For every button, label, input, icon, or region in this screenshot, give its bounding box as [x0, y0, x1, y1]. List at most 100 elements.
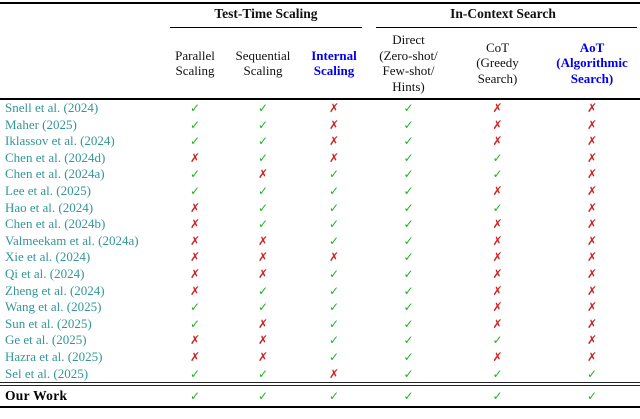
column-header-3: Direct (Zero-shot/ Few-shot/ Hints): [379, 32, 438, 94]
check-icon: ✓: [257, 217, 269, 232]
check-icon: ✓: [257, 300, 269, 315]
check-icon: ✓: [586, 389, 598, 404]
check-icon: ✓: [403, 389, 414, 404]
citation-link[interactable]: Ge et al. (2025): [5, 332, 87, 348]
check-cell: ✓: [366, 316, 451, 333]
check-icon: ✓: [492, 150, 503, 165]
cross-icon: ✗: [586, 333, 598, 348]
citation-link[interactable]: Hazra et al. (2025): [5, 348, 103, 364]
cross-cell: ✗: [224, 233, 302, 250]
citation-link[interactable]: Chen et al. (2024b): [5, 216, 106, 232]
check-cell: ✓: [366, 133, 451, 150]
citation-link[interactable]: Lee et al. (2025): [5, 182, 91, 198]
cross-icon: ✗: [586, 349, 598, 364]
cross-cell: ✗: [224, 166, 302, 183]
check-icon: ✓: [492, 200, 503, 215]
cross-icon: ✗: [328, 250, 340, 265]
cross-cell: ✗: [302, 117, 366, 134]
citation-link[interactable]: Xie et al. (2024): [5, 249, 91, 265]
check-cell: ✓: [166, 316, 224, 333]
our-work-section: Our Work ✓ ✓ ✓ ✓ ✓ ✓: [0, 386, 640, 406]
check-cell: ✓: [302, 183, 366, 200]
table-row: Xie et al. (2024) ✗ ✗ ✗ ✓ ✗ ✗: [0, 249, 640, 266]
cross-icon: ✗: [586, 200, 598, 215]
table-row: Maher (2025) ✓ ✓ ✗ ✓ ✗ ✗: [0, 117, 640, 134]
check-cell: ✓: [224, 150, 302, 167]
cross-cell: ✗: [451, 216, 544, 233]
cross-cell: ✗: [544, 216, 640, 233]
check-icon: ✓: [257, 101, 269, 115]
check-icon: ✓: [328, 283, 340, 298]
check-icon: ✓: [403, 183, 414, 198]
check-cell: ✓: [366, 117, 451, 134]
column-header-0: Parallel Scaling: [175, 47, 215, 79]
citation-link[interactable]: Sun et al. (2025): [5, 315, 92, 331]
group-header-test-time-scaling: Test-Time Scaling: [166, 4, 366, 28]
table-row: Ge et al. (2025) ✗ ✗ ✓ ✓ ✓ ✗: [0, 332, 640, 349]
cross-cell: ✗: [544, 283, 640, 300]
citation-link[interactable]: Valmeekam et al. (2024a): [5, 232, 139, 248]
cross-cell: ✗: [451, 349, 544, 366]
cross-icon: ✗: [189, 217, 201, 232]
check-cell: ✓: [451, 166, 544, 183]
cross-cell: ✗: [451, 133, 544, 150]
cross-icon: ✗: [189, 250, 201, 265]
double-rule: [0, 382, 640, 387]
check-cell: ✓: [366, 249, 451, 266]
check-icon: ✓: [257, 389, 269, 404]
column-header-5: AoT (Algorithmic Search): [556, 39, 628, 86]
column-header-2: Internal Scaling: [311, 47, 357, 79]
check-cell: ✓: [302, 233, 366, 250]
citation-link[interactable]: Chen et al. (2024a): [5, 166, 105, 182]
table-row: Qi et al. (2024) ✗ ✗ ✓ ✓ ✗ ✗: [0, 266, 640, 283]
check-icon: ✓: [189, 300, 201, 315]
citation-link[interactable]: Sel et al. (2025): [5, 365, 89, 381]
cross-cell: ✗: [544, 133, 640, 150]
check-icon: ✓: [328, 316, 340, 331]
check-cell: ✓: [451, 150, 544, 167]
check-icon: ✓: [403, 300, 414, 315]
check-cell: ✓: [366, 266, 451, 283]
check-cell: ✓: [166, 183, 224, 200]
cross-cell: ✗: [166, 332, 224, 349]
table-row: Hazra et al. (2025) ✗ ✗ ✓ ✓ ✗ ✗: [0, 349, 640, 366]
cross-cell: ✗: [224, 266, 302, 283]
citation-link[interactable]: Maher (2025): [5, 116, 77, 132]
citation-link[interactable]: Chen et al. (2024d): [5, 149, 106, 165]
check-icon: ✓: [328, 266, 340, 281]
header-bottom-rule: [0, 98, 640, 100]
column-header-4: CoT (Greedy Search): [476, 39, 519, 86]
check-icon: ✓: [403, 150, 414, 165]
cross-icon: ✗: [257, 233, 269, 248]
citation-link[interactable]: Qi et al. (2024): [5, 265, 85, 281]
cross-icon: ✗: [586, 183, 598, 198]
check-icon: ✓: [328, 200, 340, 215]
citation-link[interactable]: Snell et al. (2024): [5, 100, 99, 115]
citation-link[interactable]: Zheng et al. (2024): [5, 282, 105, 298]
table-row: Lee et al. (2025) ✓ ✓ ✓ ✓ ✗ ✗: [0, 183, 640, 200]
table-row: Valmeekam et al. (2024a) ✗ ✗ ✓ ✓ ✗ ✗: [0, 233, 640, 250]
citation-link[interactable]: Wang et al. (2025): [5, 299, 102, 315]
cross-icon: ✗: [257, 266, 269, 281]
cross-icon: ✗: [586, 150, 598, 165]
check-icon: ✓: [257, 150, 269, 165]
check-icon: ✓: [403, 366, 414, 381]
cross-cell: ✗: [224, 316, 302, 333]
check-cell: ✓: [544, 386, 640, 406]
check-icon: ✓: [403, 250, 414, 265]
check-icon: ✓: [189, 117, 201, 132]
cross-icon: ✗: [189, 233, 201, 248]
cross-icon: ✗: [257, 349, 269, 364]
top-rule: [0, 2, 640, 4]
cross-icon: ✗: [189, 200, 201, 215]
cross-cell: ✗: [451, 183, 544, 200]
check-cell: ✓: [166, 133, 224, 150]
check-cell: ✓: [224, 183, 302, 200]
cross-cell: ✗: [224, 349, 302, 366]
cross-cell: ✗: [166, 283, 224, 300]
cross-cell: ✗: [451, 266, 544, 283]
citation-link[interactable]: Iklassov et al. (2024): [5, 133, 115, 149]
cross-icon: ✗: [189, 349, 201, 364]
cross-icon: ✗: [492, 266, 503, 281]
citation-link[interactable]: Hao et al. (2024): [5, 199, 94, 215]
